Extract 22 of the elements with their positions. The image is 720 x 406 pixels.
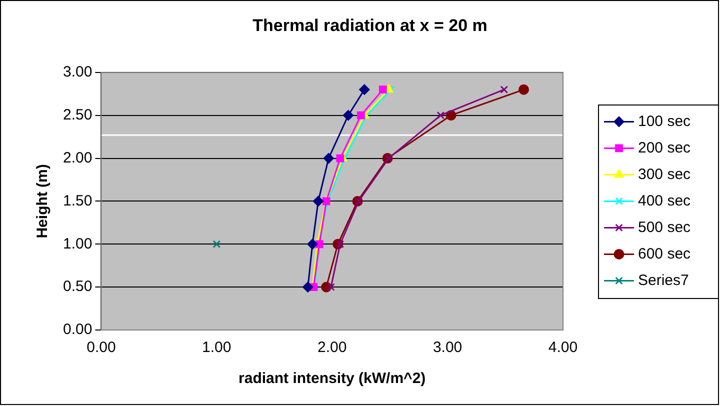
legend-label: 300 sec [638, 166, 692, 183]
y-tick-label: 1.50 [62, 192, 92, 210]
chart-title: Thermal radiation at x = 20 m [252, 16, 488, 35]
y-tick-label: 2.50 [62, 106, 92, 124]
y-tick-label: 3.00 [62, 64, 92, 81]
x-tick-label: 0.00 [86, 339, 116, 356]
y-axis-title: Height (m) [34, 164, 52, 238]
legend-label: 100 sec [638, 112, 692, 130]
legend-label: Series7 [638, 272, 689, 289]
y-tick-label: 0.50 [62, 278, 92, 296]
x-tick-label: 3.00 [432, 339, 462, 356]
y-tick-label: 2.00 [62, 149, 92, 166]
legend-label: 400 sec [638, 192, 692, 210]
x-axis-title: radiant intensity (kW/m^2) [238, 370, 426, 388]
legend-label: 600 sec [638, 245, 692, 262]
legend-label: 200 sec [638, 139, 692, 156]
y-tick-label: 0.00 [62, 321, 92, 338]
y-tick-label: 1.00 [62, 235, 92, 252]
x-tick-label: 1.00 [202, 339, 232, 356]
x-tick-label: 2.00 [317, 339, 347, 356]
x-tick-label: 4.00 [548, 339, 578, 356]
legend-label: 500 sec [638, 218, 692, 236]
